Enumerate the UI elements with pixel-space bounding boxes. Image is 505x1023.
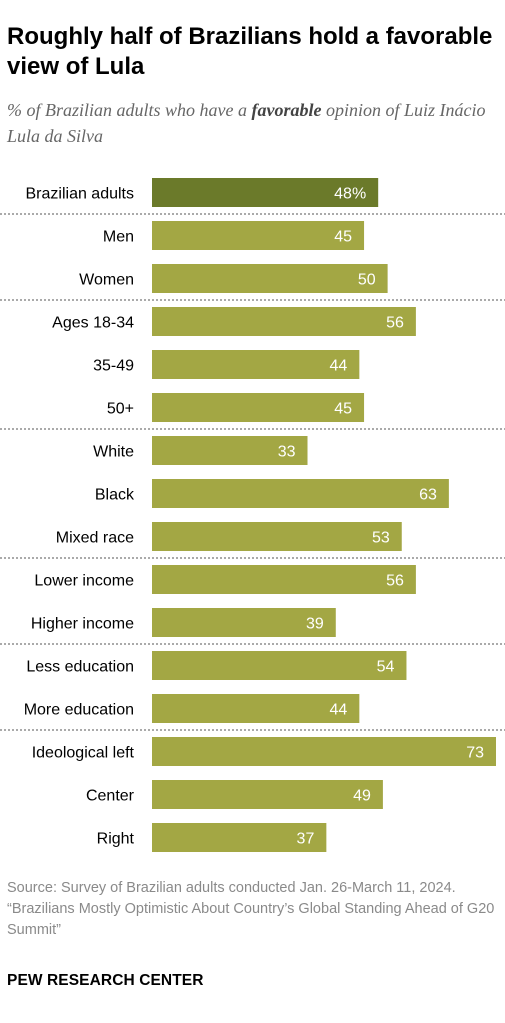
bar-3 — [152, 307, 416, 336]
bar-10 — [152, 608, 336, 637]
value-label-5: 45 — [334, 401, 352, 418]
bar-chart: Brazilian adults 48% Men 45 Women 50 Ages 18-3… — [0, 178, 505, 852]
value-label-14: 49 — [353, 788, 371, 805]
category-label-5: 50+ — [107, 401, 134, 418]
category-label-0: Brazilian adults — [26, 186, 135, 203]
value-label-3: 56 — [386, 315, 404, 332]
bar-9 — [152, 565, 416, 594]
value-label-2: 50 — [358, 272, 376, 289]
category-label-10: Higher income — [31, 616, 134, 633]
category-label-13: Ideological left — [32, 745, 135, 762]
bar-5 — [152, 393, 365, 422]
subtitle-text-end: opinion of Luiz Inácio Lula da Silva — [7, 100, 486, 146]
value-label-15: 37 — [297, 831, 315, 848]
value-label-4: 44 — [330, 358, 348, 375]
value-label-7: 63 — [419, 487, 437, 504]
bar-15 — [152, 823, 327, 852]
bar-8 — [152, 522, 402, 551]
value-label-8: 53 — [372, 530, 390, 547]
value-label-10: 39 — [306, 616, 324, 633]
chart-subtitle: % of Brazilian adults who have a favorab… — [7, 97, 502, 149]
source-note: Source: Survey of Brazilian adults condu… — [7, 880, 456, 896]
category-label-2: Women — [79, 272, 134, 289]
chart-title: Roughly half of Brazilians hold a favora… — [7, 23, 493, 80]
bar-1 — [152, 221, 365, 250]
bar-12 — [152, 694, 360, 723]
bar-0 — [152, 178, 379, 207]
category-label-1: Men — [103, 229, 134, 246]
bar-4 — [152, 350, 360, 379]
category-label-7: Black — [95, 487, 135, 504]
subtitle-text-start: % of Brazilian adults who have a — [7, 100, 252, 120]
value-label-9: 56 — [386, 573, 404, 590]
bar-11 — [152, 651, 407, 680]
bar-6 — [152, 436, 308, 465]
value-label-1: 45 — [334, 229, 352, 246]
category-label-12: More education — [24, 702, 134, 719]
category-label-6: White — [93, 444, 134, 461]
bar-2 — [152, 264, 388, 293]
value-label-6: 33 — [278, 444, 296, 461]
category-label-15: Right — [97, 831, 135, 848]
value-label-0: 48% — [334, 186, 366, 203]
category-label-3: Ages 18-34 — [52, 315, 134, 332]
subtitle-emphasis: favorable — [251, 100, 322, 120]
bar-13 — [152, 737, 496, 766]
category-label-11: Less education — [26, 659, 134, 676]
value-label-13: 73 — [466, 745, 484, 762]
report-title-note: “Brazilians Mostly Optimistic About Coun… — [7, 901, 495, 938]
bar-14 — [152, 780, 383, 809]
category-label-9: Lower income — [34, 573, 134, 590]
value-label-11: 54 — [377, 659, 395, 676]
brand-logo-text: PEW RESEARCH CENTER — [7, 972, 204, 989]
bar-7 — [152, 479, 449, 508]
category-label-8: Mixed race — [56, 530, 134, 547]
chart-footer: Source: Survey of Brazilian adults condu… — [7, 878, 502, 941]
value-label-12: 44 — [330, 702, 348, 719]
category-label-4: 35-49 — [93, 358, 134, 375]
category-label-14: Center — [86, 788, 135, 805]
